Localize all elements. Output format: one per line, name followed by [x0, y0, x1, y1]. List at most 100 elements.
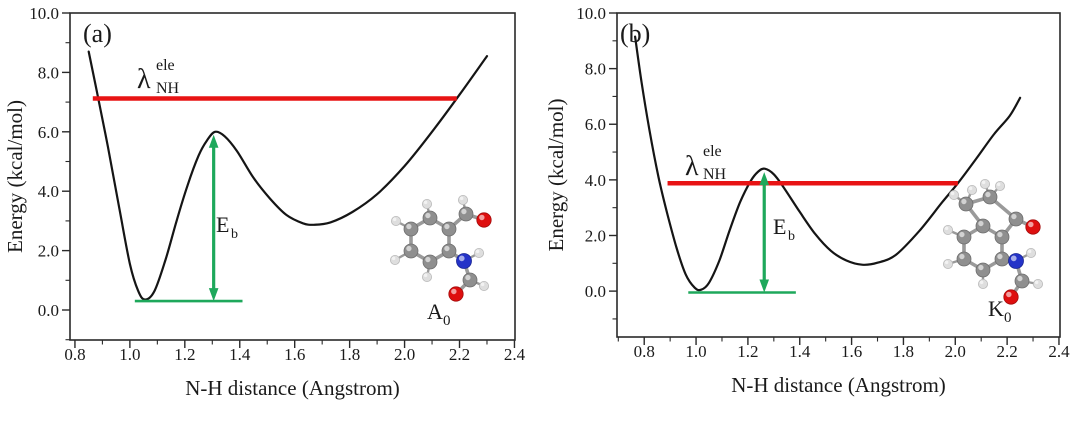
- molecule-subscript: 0: [1004, 310, 1012, 326]
- atom-highlight: [1011, 213, 1017, 220]
- molecule-inset: [943, 178, 1044, 305]
- atom-highlight: [479, 214, 485, 221]
- atom-C: [441, 243, 457, 259]
- x-axis-title: N-H distance (Angstrom): [731, 373, 946, 397]
- atom-highlight: [391, 256, 396, 261]
- atom-H: [473, 247, 484, 258]
- eb-arrow: [208, 134, 219, 302]
- eb-arrowhead-down: [759, 279, 770, 293]
- atom-H: [421, 198, 432, 209]
- atom-highlight: [423, 200, 428, 205]
- atom-C: [1008, 211, 1024, 227]
- x-tick-label: 0.8: [64, 345, 85, 364]
- atom-highlight: [425, 256, 431, 263]
- eb-arrowhead-up: [208, 134, 219, 148]
- eb-subscript: b: [788, 229, 795, 244]
- eb-arrowhead-up: [759, 172, 770, 186]
- y-axis-title: Energy (kcal/mol): [544, 99, 568, 252]
- atom-highlight: [950, 191, 955, 196]
- atom-H: [967, 184, 978, 195]
- atom-C: [994, 229, 1010, 245]
- atom-highlight: [461, 208, 467, 215]
- eb-subscript: b: [231, 227, 238, 242]
- y-tick-label: 8.0: [38, 63, 59, 82]
- atom-highlight: [978, 264, 984, 271]
- atom-C: [422, 254, 438, 270]
- atom-O: [448, 286, 464, 302]
- atom-H: [457, 194, 468, 205]
- atom-highlight: [959, 253, 965, 260]
- eb-symbol: E: [773, 214, 786, 239]
- atom-C: [956, 251, 972, 267]
- y-tick-label: 6.0: [585, 115, 606, 134]
- atom-highlight: [475, 249, 480, 254]
- atom-highlight: [406, 223, 412, 230]
- y-tick-label: 2.0: [38, 242, 59, 261]
- x-tick-label: 1.0: [685, 342, 706, 361]
- molecule-symbol: A: [427, 299, 443, 324]
- atom-highlight: [458, 255, 465, 262]
- atom-highlight: [1028, 221, 1034, 228]
- panel-label: (a): [83, 19, 112, 48]
- lambda-label: λ ele NH: [685, 143, 727, 183]
- atom-H: [478, 280, 489, 291]
- atom-H: [980, 178, 991, 189]
- x-tick-label: 1.6: [841, 342, 862, 361]
- atom-C: [1014, 273, 1030, 289]
- lambda-superscript: ele: [703, 143, 722, 160]
- atom-highlight: [979, 280, 984, 285]
- atom-highlight: [1027, 249, 1032, 254]
- y-tick-label: 0.0: [38, 301, 59, 320]
- x-tick-label: 2.0: [394, 345, 415, 364]
- atom-highlight: [1034, 280, 1039, 285]
- atom-highlight: [996, 182, 1001, 187]
- atom-N: [456, 253, 472, 269]
- atom-C: [403, 221, 419, 237]
- atom-highlight: [997, 231, 1003, 238]
- panel-a: 0.8 1.0 1.2 1.4 1.6 1.8 2.0 2.2 2.4 0.0 2.0 4.0 6.0 8…: [3, 4, 526, 400]
- atom-highlight: [968, 186, 973, 191]
- y-tick-label: 0.0: [585, 282, 606, 301]
- atom-highlight: [944, 226, 949, 231]
- atom-highlight: [1006, 291, 1012, 298]
- atom-H: [943, 224, 954, 235]
- eb-symbol: E: [216, 212, 229, 237]
- x-tick-label: 1.8: [893, 342, 914, 361]
- panel-b: 0.8 1.0 1.2 1.4 1.6 1.8 2.0 2.2 2.4 0.0 2.0 4.0 6.0 8…: [544, 4, 1070, 397]
- atom-H: [1033, 278, 1044, 289]
- lambda-label: λ ele NH: [137, 57, 180, 97]
- x-tick-label: 1.0: [119, 345, 140, 364]
- atom-highlight: [444, 245, 450, 252]
- x-tick-label: 1.2: [174, 345, 195, 364]
- x-tick-label: 1.8: [339, 345, 360, 364]
- atom-C: [458, 206, 474, 222]
- lambda-subscript: NH: [156, 80, 180, 97]
- atom-highlight: [997, 253, 1003, 260]
- atom-N: [1008, 253, 1024, 269]
- plot-frame: [69, 12, 516, 341]
- y-tick-label: 6.0: [38, 123, 59, 142]
- x-tick-label: 2.2: [996, 342, 1017, 361]
- atom-highlight: [392, 217, 397, 222]
- atom-O: [1003, 289, 1019, 305]
- x-tick-label: 2.4: [504, 345, 526, 364]
- atom-highlight: [981, 180, 986, 185]
- atom-H: [995, 180, 1006, 191]
- atom-H: [1026, 247, 1037, 258]
- atom-H: [949, 189, 960, 200]
- eb-arrowhead-down: [208, 288, 219, 302]
- y-tick-label: 10.0: [29, 4, 59, 23]
- atom-highlight: [985, 191, 991, 198]
- atom-highlight: [961, 198, 967, 205]
- atom-C: [422, 210, 438, 226]
- x-tick-label: 0.8: [634, 342, 655, 361]
- x-axis-title: N-H distance (Angstrom): [185, 376, 400, 400]
- atom-highlight: [480, 282, 485, 287]
- eb-arrow: [759, 172, 770, 293]
- y-tick-label: 4.0: [38, 182, 59, 201]
